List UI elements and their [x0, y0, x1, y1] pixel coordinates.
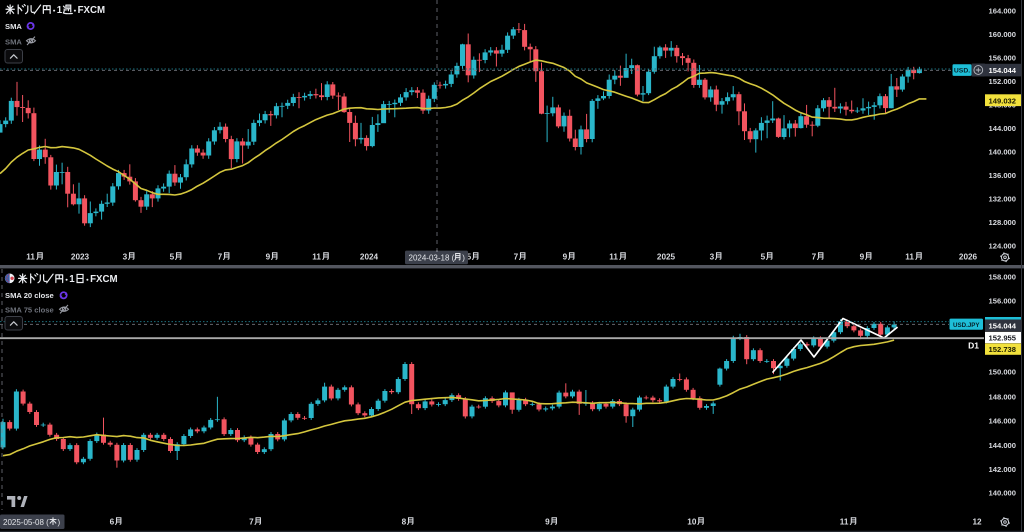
- svg-text:11: 11: [26, 253, 35, 262]
- svg-text:8: 8: [402, 518, 407, 527]
- svg-text:1: 1: [57, 5, 63, 16]
- svg-text:11: 11: [840, 518, 849, 527]
- svg-text:149.032: 149.032: [989, 96, 1016, 105]
- svg-text:SMA 20 close: SMA 20 close: [5, 291, 54, 300]
- svg-text:2026: 2026: [959, 253, 978, 262]
- svg-text:164.000: 164.000: [989, 7, 1016, 16]
- svg-text:148.000: 148.000: [989, 392, 1016, 401]
- svg-text:SMA: SMA: [5, 22, 22, 31]
- svg-text:10: 10: [687, 518, 697, 527]
- svg-text:140.000: 140.000: [989, 489, 1016, 498]
- svg-text:7: 7: [812, 253, 817, 262]
- svg-text:2024: 2024: [360, 253, 379, 262]
- svg-text:USD.JPY: USD.JPY: [953, 322, 980, 329]
- svg-text:5: 5: [170, 253, 175, 262]
- svg-text:132.000: 132.000: [989, 195, 1016, 204]
- svg-text:3: 3: [123, 253, 128, 262]
- svg-text:SMA 75 close: SMA 75 close: [5, 306, 54, 315]
- svg-text:128.000: 128.000: [989, 218, 1016, 227]
- svg-text:5: 5: [467, 253, 472, 262]
- svg-text:12: 12: [972, 518, 982, 527]
- svg-text:158.000: 158.000: [989, 273, 1016, 282]
- svg-text:9: 9: [563, 253, 568, 262]
- svg-text:2025: 2025: [657, 253, 676, 262]
- svg-text:136.000: 136.000: [989, 171, 1016, 180]
- svg-text:11: 11: [312, 253, 321, 262]
- svg-text:2023: 2023: [71, 253, 90, 262]
- svg-text:154.044: 154.044: [989, 322, 1017, 331]
- svg-text:5: 5: [761, 253, 766, 262]
- svg-text:140.000: 140.000: [989, 148, 1016, 157]
- svg-text:D1: D1: [968, 341, 979, 351]
- svg-text:2025-05-08 (: 2025-05-08 (: [3, 518, 49, 527]
- svg-text:144.000: 144.000: [989, 441, 1016, 450]
- svg-text:11: 11: [905, 253, 914, 262]
- svg-text:152.738: 152.738: [989, 345, 1016, 354]
- svg-text:1: 1: [69, 274, 75, 285]
- svg-text:): ): [58, 518, 61, 527]
- svg-text:11: 11: [609, 253, 618, 262]
- svg-text:160.000: 160.000: [989, 30, 1016, 39]
- svg-text:9: 9: [860, 253, 865, 262]
- svg-text:142.000: 142.000: [989, 465, 1016, 474]
- svg-text:9: 9: [545, 518, 550, 527]
- svg-text:150.000: 150.000: [989, 368, 1016, 377]
- svg-text:SMA: SMA: [5, 37, 22, 46]
- svg-text:156.000: 156.000: [989, 297, 1016, 306]
- svg-text:146.000: 146.000: [989, 417, 1016, 426]
- svg-text:2024-03-18 (: 2024-03-18 (: [409, 253, 455, 262]
- svg-text:FXCM: FXCM: [90, 274, 117, 285]
- svg-text:7: 7: [249, 518, 254, 527]
- svg-text:7: 7: [514, 253, 519, 262]
- svg-text:156.000: 156.000: [989, 54, 1016, 63]
- svg-text:6: 6: [110, 518, 115, 527]
- svg-text:152.000: 152.000: [989, 77, 1016, 86]
- svg-text:154.044: 154.044: [989, 66, 1017, 75]
- svg-text:3: 3: [710, 253, 715, 262]
- svg-text:152.955: 152.955: [989, 334, 1017, 343]
- svg-text:124.000: 124.000: [989, 242, 1016, 251]
- svg-text:FXCM: FXCM: [78, 5, 105, 16]
- svg-text:7: 7: [218, 253, 223, 262]
- svg-text:144.000: 144.000: [989, 124, 1016, 133]
- svg-text:9: 9: [266, 253, 271, 262]
- svg-text:): ): [462, 253, 465, 262]
- svg-text:USD.: USD.: [954, 68, 970, 75]
